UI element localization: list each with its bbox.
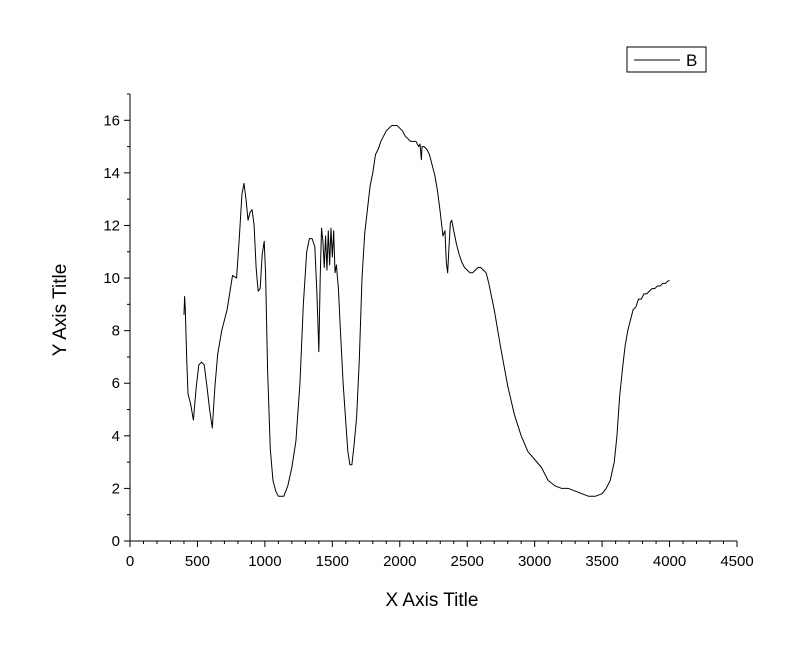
plot-area: [183, 125, 670, 497]
ticks: 0 500 1000 1500 2000 2500 3000 3500 4000 4500 0 2 4 6…: [103, 93, 754, 570]
y-tick-label: 2: [112, 480, 120, 497]
x-tick-label: 2000: [383, 553, 416, 570]
y-tick-label: 10: [103, 270, 120, 287]
x-tick-label: 3500: [585, 553, 618, 570]
y-tick-label: 16: [103, 112, 120, 129]
x-tick-label: 1500: [316, 553, 349, 570]
x-tick-label: 3000: [518, 553, 551, 570]
legend: B: [626, 46, 707, 73]
y-tick-label: 8: [112, 323, 120, 340]
x-tick-label: 2500: [451, 553, 484, 570]
y-tick-label: 12: [103, 217, 120, 234]
x-tick-label: 4000: [653, 553, 686, 570]
x-tick-label: 500: [185, 553, 210, 570]
series-line-B: [183, 125, 670, 497]
y-tick-label: 0: [112, 533, 120, 550]
legend-label: B: [686, 51, 697, 70]
x-tick-label: 4500: [720, 553, 753, 570]
y-tick-label: 6: [112, 375, 120, 392]
y-tick-label: 4: [112, 428, 120, 445]
y-axis-title: Y Axis Title: [50, 264, 71, 357]
y-tick-label: 14: [103, 165, 120, 182]
x-tick-label: 1000: [248, 553, 281, 570]
axes: [129, 94, 737, 542]
x-axis-title: X Axis Title: [386, 590, 479, 611]
x-tick-label: 0: [126, 553, 134, 570]
